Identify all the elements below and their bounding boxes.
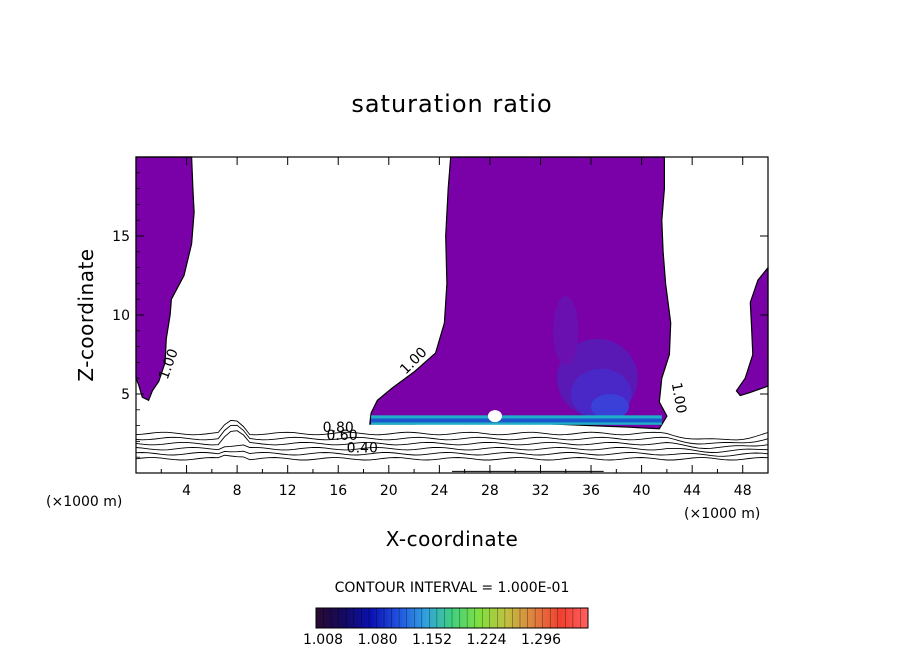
y-axis-label: Z-coordinate [74, 248, 98, 381]
x-unit-label-right: (×1000 m) [684, 506, 760, 522]
y-tick-label: 15 [112, 229, 130, 245]
x-unit-label-left: (×1000 m) [46, 494, 122, 510]
x-tick-label: 32 [532, 483, 550, 499]
colorbar-label: 1.224 [466, 632, 506, 648]
colorbar-tick-marks [323, 608, 581, 628]
supersat-region [135, 156, 195, 402]
x-tick-label: 4 [182, 483, 191, 499]
colorbar-labels: 1.008 1.080 1.152 1.224 1.296 [303, 632, 561, 648]
colorbar-label: 1.008 [303, 632, 343, 648]
supersat-region [735, 265, 769, 397]
x-tick-label: 40 [633, 483, 651, 499]
high-saturation-cell [553, 296, 579, 366]
contour-label: 1.00 [668, 381, 689, 414]
x-tick-label: 24 [430, 483, 448, 499]
x-tick-label: 8 [233, 483, 242, 499]
isoline [135, 424, 769, 445]
isoline [135, 430, 769, 449]
cloud-gap [487, 410, 502, 423]
contour-label: 0.80 [323, 420, 354, 436]
y-tick-label: 5 [121, 387, 130, 403]
y-axis-ticks: 5 10 15 [112, 172, 768, 458]
x-tick-label: 48 [734, 483, 752, 499]
colorbar-label: 1.152 [412, 632, 452, 648]
colorbar-label: 1.296 [521, 632, 561, 648]
isoline [135, 450, 769, 457]
isoline [135, 419, 769, 441]
x-tick-label: 36 [582, 483, 600, 499]
isolines [135, 419, 769, 472]
x-tick-label: 20 [380, 483, 398, 499]
cloud-base-band-core [371, 418, 662, 423]
x-tick-label: 28 [481, 483, 499, 499]
contour-label: 0.60 [326, 428, 357, 444]
isoline [135, 454, 769, 461]
y-tick-label: 10 [112, 308, 130, 324]
x-axis-ticks: 4 8 12 16 20 24 28 32 36 40 44 48 [160, 157, 752, 499]
contour-interval-text: CONTOUR INTERVAL = 1.000E-01 [335, 580, 570, 596]
supersaturation-fills [135, 156, 769, 430]
colorbar-label: 1.080 [357, 632, 397, 648]
contour-label: 0.40 [347, 440, 378, 456]
x-tick-label: 12 [279, 483, 297, 499]
isoline [135, 444, 769, 453]
high-saturation-cell [591, 394, 629, 420]
chart-title: saturation ratio [351, 90, 552, 118]
x-tick-label: 16 [329, 483, 347, 499]
x-tick-label: 44 [683, 483, 701, 499]
x-axis-label: X-coordinate [386, 527, 519, 551]
